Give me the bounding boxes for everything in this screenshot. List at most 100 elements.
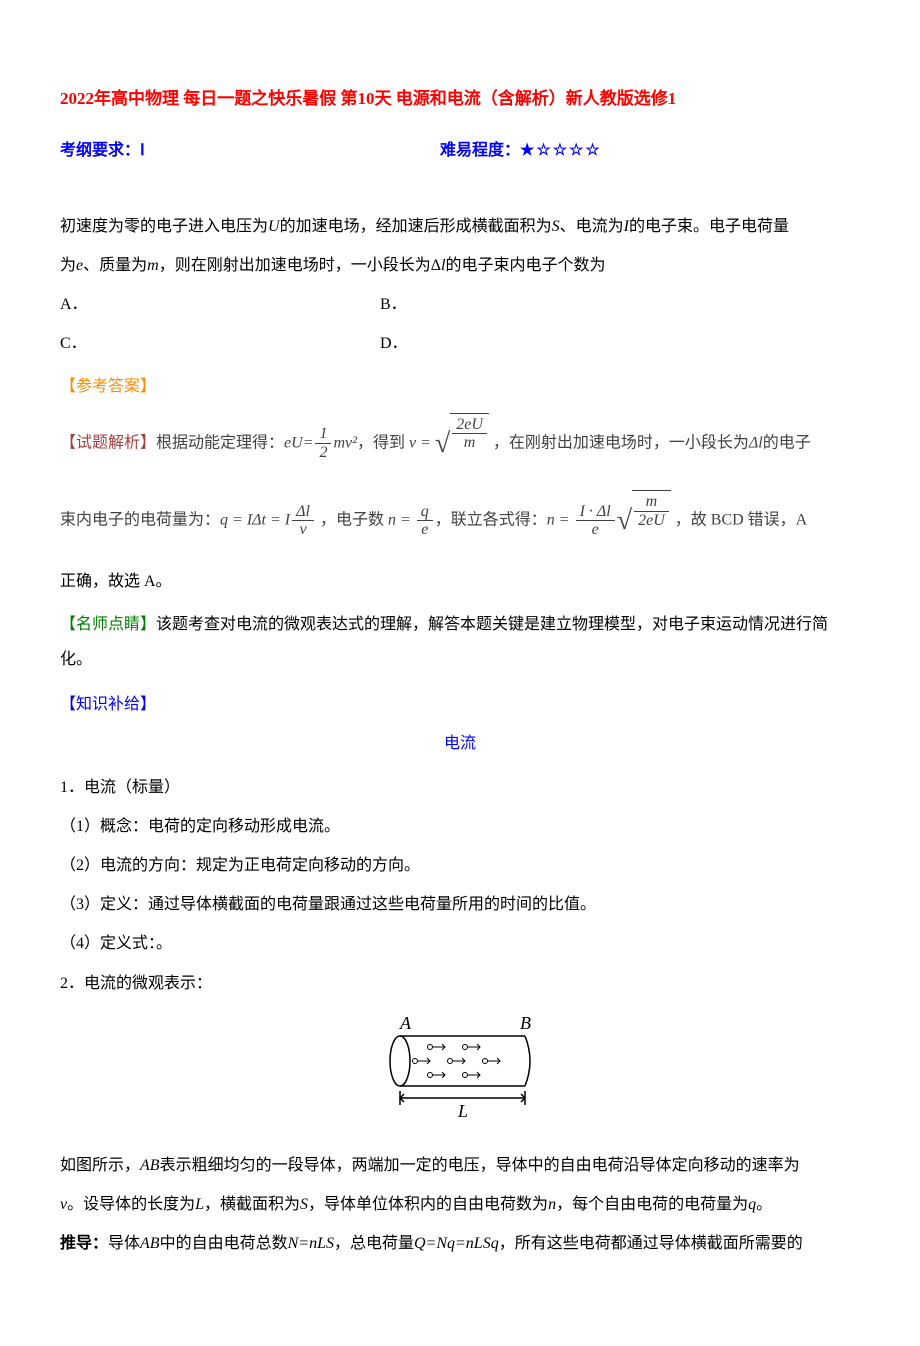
charges-row3 xyxy=(428,1072,481,1078)
diagram-desc-line2: v。设导体的长度为L，横截面积为S，导体单位体积内的自由电荷数为n，每个自由电荷… xyxy=(60,1187,860,1222)
eq1-eq: = xyxy=(303,434,314,451)
desc-text: ，横截面积为 xyxy=(204,1196,300,1213)
frac-den: e xyxy=(576,521,615,539)
q-text: 的加速电场，经加速后形成横截面积为 xyxy=(280,218,552,235)
solution-label: 【试题解析】 xyxy=(60,434,156,451)
var-AB: AB xyxy=(140,1235,160,1252)
frac-num: q xyxy=(417,503,433,522)
var-L: L xyxy=(195,1196,204,1213)
q-text: ，则在刚射出加速电场时，一小段长为Δ xyxy=(159,257,441,274)
var-AB: AB xyxy=(140,1157,160,1174)
option-d: D． xyxy=(380,326,408,361)
eq1-frac: 12 xyxy=(315,425,331,461)
arrow-icon xyxy=(468,1044,480,1050)
sol-text: ，电子数 xyxy=(316,512,388,529)
charge-icon xyxy=(463,1072,468,1077)
eq4-eq: = xyxy=(396,512,415,529)
supplement-label: 【知识补给】 xyxy=(60,687,860,722)
derive-text: 中的自由电荷总数 xyxy=(160,1235,288,1252)
charge-icon xyxy=(483,1058,488,1063)
derive-text: ，总电荷量 xyxy=(334,1235,414,1252)
eq2-lhs: v xyxy=(409,434,416,451)
eq2-frac: 2eUm xyxy=(452,416,487,452)
sol-text: ，联立各式得： xyxy=(435,512,547,529)
eq2-sqrt: √2eUm xyxy=(435,413,489,475)
var-m: m xyxy=(147,257,159,274)
sub-4: （4）定义式：。 xyxy=(60,926,860,961)
desc-text: ，每个自由电荷的电荷量为 xyxy=(556,1196,748,1213)
q-text: 初速度为零的电子进入电压为 xyxy=(60,218,268,235)
desc-text: ，导体单位体积内的自由电荷数为 xyxy=(308,1196,548,1213)
sqrt-icon: √ xyxy=(435,428,450,459)
arrow-icon xyxy=(488,1058,500,1064)
arrow-icon xyxy=(433,1044,445,1050)
derive-text: ，所有这些电荷都通过导体横截面所需要的 xyxy=(499,1235,803,1252)
option-b: B． xyxy=(380,287,407,322)
frac-num: m xyxy=(634,493,669,512)
left-ellipse xyxy=(390,1036,410,1086)
difficulty-label: 难易程度： xyxy=(440,142,520,159)
q-text: 为 xyxy=(60,257,76,274)
var-U: U xyxy=(268,218,280,235)
frac-den: 2 xyxy=(315,444,331,462)
derive-text: 导体 xyxy=(108,1235,140,1252)
desc-text: 如图所示， xyxy=(60,1157,140,1174)
charges-row2 xyxy=(413,1058,501,1064)
frac-den: 2eU xyxy=(634,512,669,530)
sol-text: ，得到 xyxy=(357,434,409,451)
question-line2: 为e、质量为m，则在刚射出加速电场时，一小段长为Δl的电子束内电子个数为 xyxy=(60,248,860,283)
charge-icon xyxy=(463,1044,468,1049)
charge-icon xyxy=(413,1058,418,1063)
item-2: 2．电流的微观表示： xyxy=(60,966,860,1001)
answer-label: 【参考答案】 xyxy=(60,369,860,404)
exam-requirement: 考纲要求：Ⅰ xyxy=(60,133,440,168)
eq4-frac: qe xyxy=(417,503,433,539)
eq5-frac: I · Δle xyxy=(576,503,615,539)
difficulty: 难易程度：★☆☆☆☆ xyxy=(440,133,602,168)
eq5-lhs: n xyxy=(547,512,555,529)
teacher-label: 【名师点睛】 xyxy=(60,616,156,633)
derivation-line: 推导：导体AB中的自由电荷总数N=nLS，总电荷量Q=Nq=nLSq，所有这些电… xyxy=(60,1226,860,1261)
label-A: A xyxy=(399,1013,412,1033)
q-text: 的电子束。电子电荷量 xyxy=(629,218,789,235)
sub-1: （1）概念：电荷的定向移动形成电流。 xyxy=(60,809,860,844)
option-a: A． xyxy=(60,287,380,322)
frac-den: v xyxy=(292,521,314,539)
eq4-lhs: n xyxy=(388,512,396,529)
q-text: 、质量为 xyxy=(83,257,147,274)
section-title: 电流 xyxy=(60,726,860,761)
sol-text: 根据动能定理得： xyxy=(156,434,284,451)
eq-N: N=nLS xyxy=(288,1235,334,1252)
frac-num: Δl xyxy=(292,503,314,522)
teacher-text: 该题考查对电流的微观表达式的理解，解答本题关键是建立物理模型，对电子束运动情况进… xyxy=(60,616,828,668)
solution-line1: 【试题解析】根据动能定理得：eU=12mv²，得到 v = √2eUm ，在刚射… xyxy=(60,413,860,475)
option-c: C． xyxy=(60,326,380,361)
arrow-icon xyxy=(418,1058,430,1064)
right-arc xyxy=(525,1036,530,1086)
sub-2: （2）电流的方向：规定为正电荷定向移动的方向。 xyxy=(60,848,860,883)
frac-den: e xyxy=(417,521,433,539)
eq3-frac: Δlv xyxy=(292,503,314,539)
cylinder-diagram: A B L xyxy=(60,1013,860,1136)
desc-text: 。设导体的长度为 xyxy=(67,1196,195,1213)
frac-num: 2eU xyxy=(452,416,487,435)
sub-3: （3）定义：通过导体横截面的电荷量跟通过这些电荷量所用的时间的比值。 xyxy=(60,887,860,922)
charge-icon xyxy=(448,1058,453,1063)
conductor-svg: A B L xyxy=(360,1013,560,1123)
sqrt-icon: √ xyxy=(617,505,632,536)
teacher-comment: 【名师点睛】该题考查对电流的微观表达式的理解，解答本题关键是建立物理模型，对电子… xyxy=(60,607,860,677)
charges-row1 xyxy=(428,1044,481,1050)
eq1-rhs: mv² xyxy=(333,434,356,451)
meta-row: 考纲要求：Ⅰ 难易程度：★☆☆☆☆ xyxy=(60,133,860,168)
frac-num: I · Δl xyxy=(576,503,615,522)
solution-line2: 束内电子的电荷量为：q = IΔt = IΔlv ，电子数 n = qe，联立各… xyxy=(60,490,860,552)
q-text: 的电子束内电子个数为 xyxy=(445,257,605,274)
q-text: 、电流为 xyxy=(560,218,624,235)
frac-num: 1 xyxy=(315,425,331,444)
label-B: B xyxy=(520,1013,531,1033)
sol-conclusion: 正确，故选 A。 xyxy=(60,573,172,590)
var-dl: Δl xyxy=(749,434,763,451)
arrow-icon xyxy=(468,1072,480,1078)
eq5-sqrt: √m2eU xyxy=(617,490,671,552)
var-n: n xyxy=(548,1196,556,1213)
